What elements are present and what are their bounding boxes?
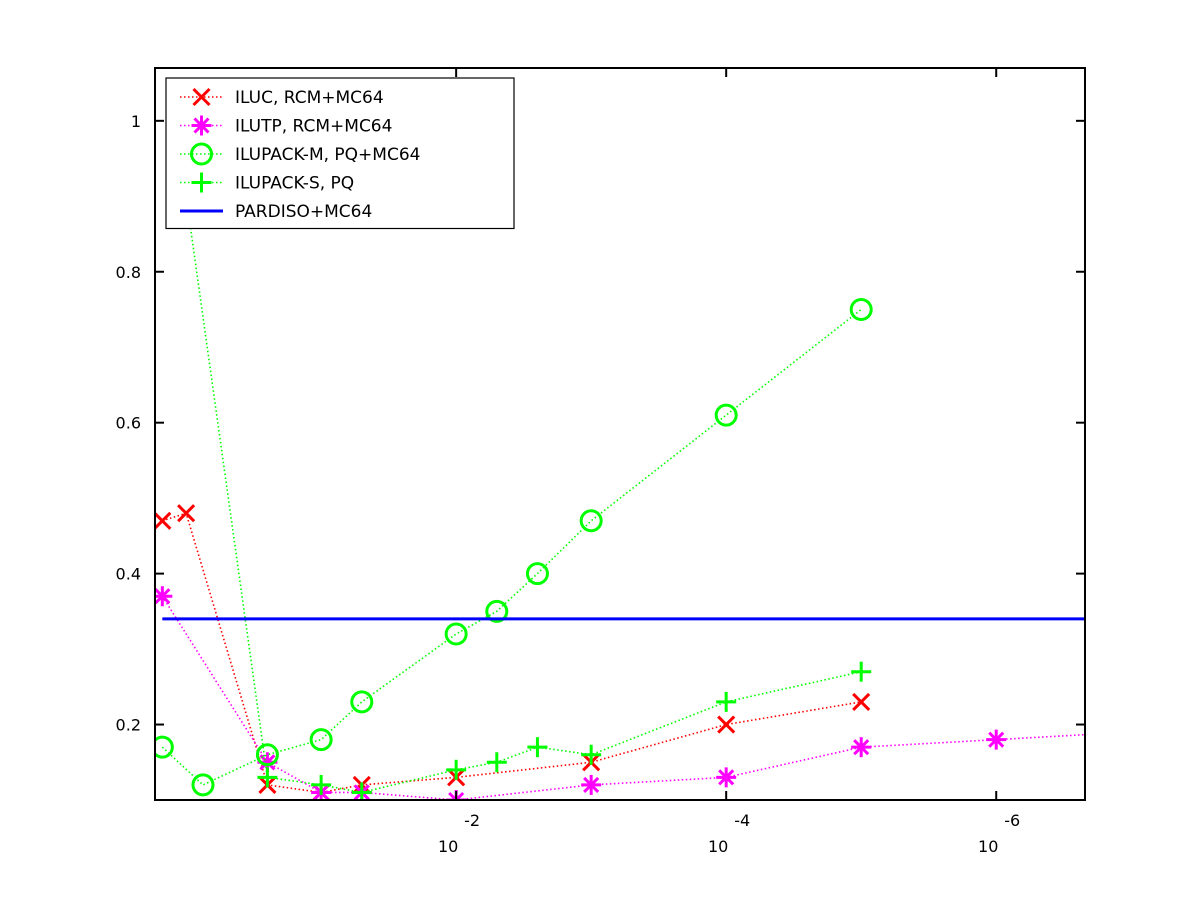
y-tick-label: 0.8: [116, 263, 141, 282]
series-3-point-6: [444, 622, 468, 646]
x-tick-label-exponent: -2: [464, 811, 480, 830]
x-tick-label-base: 10: [708, 837, 728, 856]
series-3-line: [161, 308, 862, 786]
x-tick-label-base: 10: [978, 837, 998, 856]
legend-entry-2: ILUTP, RCM+MC64: [180, 115, 392, 137]
series-2-point-6: [581, 774, 602, 795]
y-tick-label: 0.6: [116, 414, 141, 433]
series-3-point-9: [579, 509, 603, 533]
series-2: [155, 586, 1085, 800]
series-4-point-7: [527, 737, 548, 758]
series-layer: [155, 186, 1085, 800]
legend: ILUC, RCM+MC64 ILUTP, RCM+MC64 ILUPACK-M, …: [165, 77, 515, 230]
axis-ticks-layer: 0.2 0.4 0.6 0.8 1 10 -2 10 -4 10 -6: [116, 68, 1085, 856]
legend-entry-1: ILUC, RCM+MC64: [180, 87, 384, 108]
series-4-point-10: [851, 661, 872, 682]
series-3-point-1: [155, 735, 174, 759]
legend-entry-5: PARDISO+MC64: [180, 202, 372, 222]
legend-marker: [190, 142, 213, 166]
series-2-point-8: [851, 737, 872, 758]
x-tick-label-exponent: -6: [1004, 811, 1020, 830]
legend-label: ILUC, RCM+MC64: [235, 88, 384, 108]
legend-marker: [191, 115, 212, 136]
legend-entry-4: ILUPACK-S, PQ: [180, 172, 354, 194]
series-3-point-2: [191, 773, 215, 797]
series-4-line: [185, 196, 862, 794]
series-3-point-8: [525, 562, 549, 586]
series-clip-group: [155, 186, 1085, 800]
series-4-point-9: [716, 691, 737, 712]
series-1-point-9: [852, 692, 871, 711]
plot-area-border: [154, 67, 1086, 801]
series-4-point-2: [257, 767, 278, 788]
series-3-point-10: [714, 403, 738, 427]
legend-label: PARDISO+MC64: [235, 202, 372, 222]
series-2-point-7: [716, 767, 737, 788]
series-1-point-8: [717, 715, 736, 734]
series-3: [155, 297, 873, 797]
legend-label: ILUPACK-S, PQ: [235, 174, 354, 194]
series-4-point-6: [486, 752, 507, 773]
x-tick-label-base: 10: [438, 837, 458, 856]
series-3-point-11: [849, 297, 873, 321]
series-1-point-1: [155, 511, 172, 530]
legend-entry-3: ILUPACK-M, PQ+MC64: [180, 142, 420, 166]
series-4-point-3: [311, 774, 332, 795]
legend-label: ILUTP, RCM+MC64: [235, 117, 392, 137]
series-4-point-8: [581, 744, 602, 765]
legend-box: [165, 77, 515, 230]
legend-marker: [192, 87, 211, 107]
y-tick-label: 0.4: [116, 565, 141, 584]
series-2-point-1: [155, 586, 173, 607]
series-3-point-7: [485, 599, 509, 623]
y-tick-label: 0.2: [116, 716, 141, 735]
series-1-point-2: [177, 504, 196, 523]
x-tick-label-exponent: -4: [734, 811, 750, 830]
y-tick-label: 1: [131, 112, 141, 131]
series-2-line: [161, 595, 1085, 800]
series-4-point-5: [446, 759, 467, 780]
legend-marker: [191, 172, 212, 193]
legend-label: ILUPACK-M, PQ+MC64: [235, 145, 420, 165]
series-3-point-3: [255, 743, 279, 767]
series-2-point-9: [986, 729, 1007, 750]
series-3-point-5: [350, 690, 374, 714]
series-3-point-4: [309, 728, 333, 752]
